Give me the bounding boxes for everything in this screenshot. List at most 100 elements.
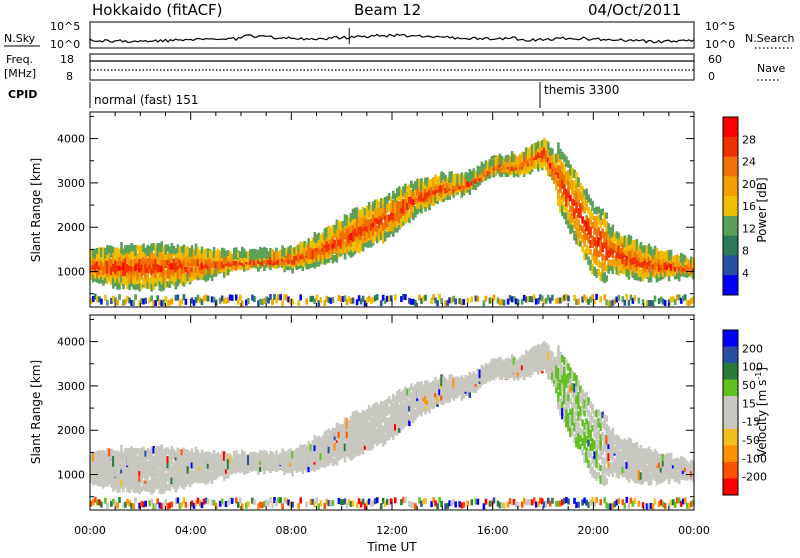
power-near-range-echo <box>134 294 137 301</box>
velocity-echo-cell <box>172 448 176 457</box>
power-echo-cell <box>331 234 335 244</box>
velocity-echo-cell <box>134 460 137 468</box>
velocity-near-range-echo <box>375 497 379 504</box>
velocity-echo-cell <box>200 449 204 457</box>
velocity-near-range-echo <box>394 497 397 504</box>
velocity-echo-cell <box>639 450 643 459</box>
power-echo-cell <box>176 275 180 287</box>
power-echo-cell <box>539 160 542 169</box>
power-near-range-echo <box>621 296 625 303</box>
power-echo-cell <box>104 256 107 268</box>
power-echo-cell <box>317 232 321 241</box>
power-near-range-echo <box>512 295 516 302</box>
nave-tick-bottom: 0 <box>708 70 715 83</box>
velocity-echo-cell <box>152 465 155 476</box>
power-echo-cell <box>386 231 389 238</box>
velocity-echo-cell <box>492 358 496 370</box>
power-echo-cell <box>287 263 290 271</box>
power-echo-cell <box>619 248 623 255</box>
power-echo-cell <box>559 148 562 159</box>
velocity-echo-cell <box>152 471 155 481</box>
velocity-echo-cell <box>297 447 300 454</box>
power-echo-cell <box>569 173 572 183</box>
power-near-range-echo <box>100 298 103 305</box>
power-echo-cell <box>611 246 615 254</box>
power-near-range-echo <box>379 300 383 307</box>
power-echo-cell <box>601 218 604 225</box>
power-echo-cell <box>194 256 198 268</box>
power-echo-cell <box>150 268 153 276</box>
power-echo-cell <box>649 270 653 277</box>
power-echo-cell <box>337 237 341 247</box>
power-near-range-echo <box>98 296 101 303</box>
velocity-echo-cell <box>188 469 192 481</box>
power-echo-cell <box>583 228 586 239</box>
velocity-echo-cell <box>567 413 570 424</box>
velocity-echo-cell <box>162 448 166 458</box>
velocity-echo-cell <box>390 403 393 415</box>
velocity-near-range-echo <box>488 500 492 507</box>
velocity-echo-cell <box>305 445 308 453</box>
velocity-echo-cell <box>339 431 343 442</box>
power-echo-cell <box>309 244 313 256</box>
power-echo-cell <box>603 272 606 284</box>
velocity-echo-cell <box>438 385 441 396</box>
velocity-echo-cell <box>341 441 345 453</box>
power-echo-cell <box>132 245 135 252</box>
velocity-echo-cell <box>377 421 381 431</box>
velocity-echo-cell <box>537 358 540 367</box>
power-near-range-echo <box>603 294 606 301</box>
power-echo-cell <box>619 252 623 260</box>
power-echo-cell <box>361 240 365 252</box>
power-near-range-echo <box>685 299 689 306</box>
power-near-range-echo <box>474 295 478 302</box>
velocity-near-range-echo <box>180 501 184 508</box>
power-near-range-echo <box>502 299 506 306</box>
power-echo-cell <box>226 254 230 262</box>
velocity-echo-cell <box>412 392 415 399</box>
velocity-echo-cell <box>677 472 681 480</box>
power-echo-cell <box>577 198 580 207</box>
velocity-near-range-echo <box>677 497 681 504</box>
velocity-echo-cell <box>601 445 604 456</box>
velocity-echo-cell <box>466 375 470 382</box>
velocity-echo-cell <box>593 469 596 479</box>
power-echo-cell <box>559 201 562 213</box>
power-echo-cell <box>247 252 250 263</box>
power-echo-cell <box>243 261 246 272</box>
power-echo-cell <box>637 265 641 278</box>
velocity-echo-cell <box>100 468 103 477</box>
power-near-range-echo <box>285 294 288 301</box>
power-near-range-echo <box>112 295 115 302</box>
power-echo-cell <box>486 161 490 171</box>
velocity-near-range-echo <box>371 499 375 506</box>
velocity-near-range-echo <box>512 498 516 505</box>
power-echo-cell <box>591 241 594 249</box>
velocity-echo-cell <box>94 464 97 472</box>
velocity-echo-cell <box>396 402 399 412</box>
power-echo-cell <box>442 178 445 190</box>
velocity-echo-cell <box>500 358 504 369</box>
power-near-range-echo <box>170 298 174 305</box>
power-echo-cell <box>396 199 399 209</box>
velocity-echo-cell <box>134 465 137 475</box>
power-echo-cell <box>349 235 353 248</box>
power-echo-cell <box>204 256 208 264</box>
power-echo-cell <box>176 254 180 267</box>
power-near-range-echo <box>605 299 608 306</box>
power-near-range-echo <box>245 299 248 306</box>
velocity-echo-cell <box>396 397 399 404</box>
velocity-near-range-echo <box>313 501 317 508</box>
power-echo-cell <box>379 222 383 233</box>
velocity-echo-cell <box>172 470 176 480</box>
velocity-echo-cell <box>331 437 335 447</box>
velocity-echo-cell <box>426 398 429 405</box>
power-echo-cell <box>98 247 101 259</box>
velocity-echo-cell <box>148 470 151 477</box>
power-near-range-echo <box>92 296 95 302</box>
velocity-echo-cell <box>512 368 516 381</box>
velocity-echo-cell <box>196 455 200 463</box>
power-near-range-echo <box>534 298 538 305</box>
power-echo-cell <box>484 160 488 168</box>
power-echo-cell <box>663 258 667 269</box>
